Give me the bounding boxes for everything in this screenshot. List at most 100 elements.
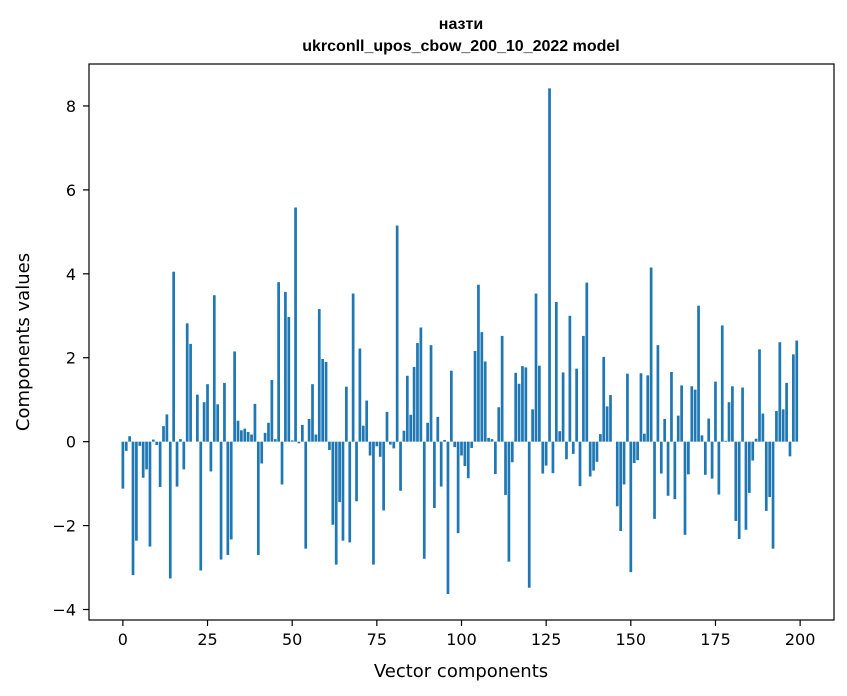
bar	[517, 383, 521, 442]
bar	[548, 88, 551, 442]
bar	[402, 430, 406, 442]
bar	[744, 441, 748, 530]
bar	[771, 441, 775, 549]
bar	[690, 386, 694, 442]
bar	[571, 441, 575, 454]
bar	[605, 406, 609, 442]
bar	[189, 343, 192, 442]
bar	[473, 351, 477, 442]
bar	[788, 441, 792, 457]
x-tick-label: 50	[282, 630, 302, 649]
bar	[280, 441, 284, 485]
bar	[372, 441, 375, 565]
bar	[673, 441, 677, 500]
bar	[209, 441, 213, 472]
bar	[368, 441, 372, 456]
bar	[385, 411, 389, 442]
bar	[311, 384, 314, 442]
bar	[151, 439, 155, 442]
bar	[622, 441, 626, 485]
bar	[436, 416, 440, 442]
bar	[663, 419, 667, 442]
bar	[700, 435, 704, 442]
bar	[561, 372, 565, 442]
bar	[439, 441, 443, 487]
bar	[592, 441, 595, 471]
bar	[240, 430, 243, 442]
bar	[646, 375, 650, 442]
bar	[422, 441, 426, 559]
y-tick-label: 2	[66, 349, 76, 368]
bar	[433, 441, 436, 508]
bar	[179, 439, 182, 442]
bar	[165, 414, 169, 442]
bar	[321, 358, 325, 442]
bar	[426, 422, 429, 442]
bar	[287, 317, 291, 442]
bar	[588, 441, 592, 477]
chart-subtitle: ukrconll_upos_cbow_200_10_2022 model	[302, 38, 619, 55]
y-tick-label: 0	[66, 433, 76, 452]
bar	[449, 370, 453, 442]
bar	[314, 434, 318, 442]
bar	[747, 441, 751, 493]
bar	[676, 415, 680, 442]
y-axis-ticks: −4 −2 0 2 4 6 8	[52, 97, 89, 620]
x-tick-label: 200	[785, 630, 816, 649]
bar	[378, 441, 382, 457]
bar	[514, 372, 518, 442]
bar	[304, 441, 308, 549]
bar	[341, 441, 345, 541]
bar	[531, 409, 534, 442]
bar	[504, 441, 507, 495]
x-tick-label: 0	[118, 630, 128, 649]
bar	[392, 441, 396, 449]
bar	[202, 402, 206, 442]
x-tick-label: 25	[197, 630, 217, 649]
bar	[636, 441, 639, 461]
bar	[405, 375, 409, 442]
y-tick-label: 8	[66, 97, 76, 116]
x-tick-label: 100	[446, 630, 477, 649]
bar	[124, 441, 128, 451]
bar	[544, 441, 548, 466]
bar	[565, 441, 568, 460]
bar	[138, 441, 142, 446]
bar	[172, 271, 176, 442]
bar	[551, 441, 555, 474]
y-axis-label: Components values	[13, 253, 34, 431]
bar	[761, 413, 765, 442]
bar	[382, 441, 385, 511]
bar	[558, 431, 562, 442]
bar	[206, 384, 209, 442]
bar	[419, 327, 423, 442]
bar	[148, 441, 152, 547]
bar	[653, 441, 656, 519]
bar	[246, 432, 250, 442]
bar	[226, 441, 230, 555]
bar	[775, 411, 778, 442]
bar	[270, 379, 274, 442]
bar	[795, 340, 799, 442]
bar	[223, 382, 226, 442]
plot-frame	[88, 63, 835, 621]
bar	[720, 325, 724, 442]
bar	[145, 441, 148, 470]
bar	[253, 403, 257, 442]
bar	[158, 441, 162, 487]
bar	[456, 441, 460, 534]
bar	[582, 335, 585, 442]
bar	[219, 441, 223, 560]
bar	[595, 441, 599, 462]
bar	[409, 414, 413, 442]
y-tick-label: −4	[52, 601, 76, 620]
bar	[490, 439, 494, 442]
bar	[375, 441, 379, 447]
bar	[236, 420, 240, 442]
bar	[687, 441, 690, 475]
bar	[693, 389, 697, 442]
bar	[639, 373, 643, 442]
bar	[317, 309, 321, 442]
bar	[294, 207, 297, 442]
